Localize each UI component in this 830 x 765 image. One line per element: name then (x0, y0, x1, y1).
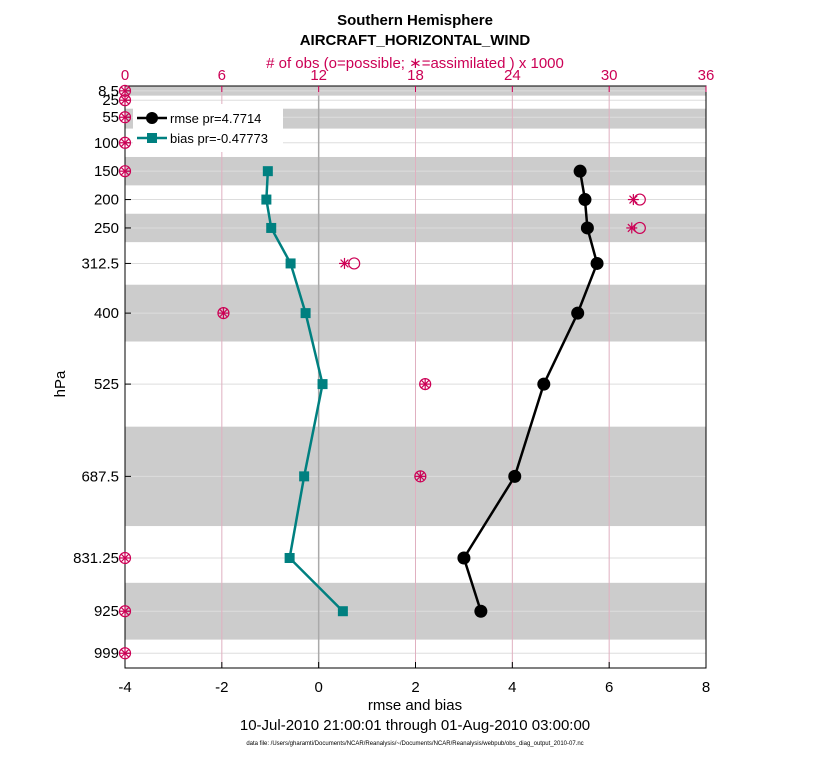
asterisk-stroke (120, 166, 130, 176)
top-x-tick-label: 36 (698, 67, 715, 84)
asterisk-stroke (120, 112, 130, 122)
obs-assimilated-marker (414, 470, 426, 482)
rmse-point (571, 306, 585, 320)
y-tick-label: 831.25 (73, 550, 119, 567)
top-x-tick-label: 18 (407, 67, 424, 84)
y-tick-label: 687.5 (81, 468, 119, 485)
bias-point (285, 258, 296, 269)
asterisk-stroke (629, 195, 638, 204)
y-tick-label: 999 (94, 645, 119, 662)
top-x-tick-label: 0 (121, 67, 129, 84)
obs-assimilated-marker (419, 378, 431, 390)
asterisk-stroke (416, 472, 425, 481)
bias-point (300, 308, 311, 319)
obs-assimilated-marker (119, 647, 131, 659)
bias-point (317, 379, 328, 390)
y-tick-label: 925 (94, 603, 119, 620)
obs-assimilated-marker (627, 194, 639, 206)
legend-rmse-label: rmse pr=4.7714 (170, 111, 261, 126)
bias-point (262, 166, 273, 177)
top-x-tick-label: 12 (310, 67, 327, 84)
asterisk-stroke (420, 379, 430, 389)
rmse-point (573, 164, 587, 178)
obs-assimilated-marker (217, 307, 229, 319)
obs-assimilated-marker (626, 222, 638, 234)
x-tick-label: 4 (508, 679, 516, 696)
y-axis-label: hPa (52, 370, 69, 397)
y-tick-label: 8.5 (98, 83, 119, 100)
rmse-point (537, 377, 551, 391)
legend: rmse pr=4.7714 bias pr=-0.47773 (133, 104, 283, 152)
legend-box (133, 104, 283, 152)
x-tick-label: -4 (118, 679, 131, 696)
asterisk-stroke (120, 553, 130, 563)
rmse-point (580, 221, 594, 235)
obs-assimilated-marker (338, 257, 350, 269)
rmse-point (578, 193, 592, 207)
asterisk-stroke (120, 86, 130, 96)
obs-assimilated-marker (119, 111, 131, 123)
top-x-tick-label: 24 (504, 67, 521, 84)
x-axis-label: rmse and bias (368, 697, 462, 714)
bias-point (337, 606, 348, 617)
series-layer (261, 164, 604, 618)
asterisk-stroke (120, 606, 130, 616)
x-tick-label: 8 (702, 679, 710, 696)
rmse-point (590, 256, 604, 270)
x-tick-label: 2 (411, 679, 419, 696)
obs-assimilated-marker (119, 137, 131, 149)
x-tick-label: 6 (605, 679, 613, 696)
obs-assimilated-marker (119, 165, 131, 177)
asterisk-stroke (340, 259, 349, 268)
y-tick-label: 400 (94, 305, 119, 322)
top-x-tick-label: 6 (218, 67, 226, 84)
x-tick-label: -2 (215, 679, 228, 696)
bias-point (299, 471, 310, 482)
obs-assimilated-marker (119, 605, 131, 617)
chart-title: Southern Hemisphere (337, 12, 493, 29)
legend-bias-marker (147, 133, 157, 143)
bias-point (266, 222, 277, 233)
y-tick-label: 55 (102, 109, 119, 126)
y-tick-label: 100 (94, 135, 119, 152)
asterisk-stroke (120, 95, 130, 105)
chart-subtitle: AIRCRAFT_HORIZONTAL_WIND (300, 32, 531, 49)
asterisk-stroke (120, 138, 130, 148)
asterisk-stroke (219, 308, 228, 318)
footnote: data file: /Users/gharamti/Documents/NCA… (246, 741, 583, 747)
axis-ticks: -4 -2 0 2 4 6 80 6 12 18 24 30 368.52555100150200250… (73, 67, 714, 696)
obs-markers (118, 84, 646, 660)
y-tick-label: 25 (102, 92, 119, 109)
bias-point (284, 552, 295, 563)
y-tick-label: 312.5 (81, 255, 119, 272)
y-tick-label: 200 (94, 192, 119, 209)
legend-bias-label: bias pr=-0.47773 (170, 131, 268, 146)
top-x-tick-label: 30 (601, 67, 618, 84)
y-tick-label: 525 (94, 376, 119, 393)
top-axis-label: # of obs (o=possible; ∗=assimilated ) x … (266, 55, 564, 72)
obs-assimilated-marker (119, 94, 131, 106)
y-tick-label: 250 (94, 220, 119, 237)
obs-assimilated-marker (119, 552, 131, 564)
legend-rmse-marker (146, 112, 158, 124)
bias-point (261, 194, 272, 205)
date-range: 10-Jul-2010 21:00:01 through 01-Aug-2010… (240, 717, 590, 734)
rmse-point (508, 469, 522, 483)
rmse-point (457, 551, 471, 565)
x-tick-label: 0 (314, 679, 322, 696)
rmse-point (474, 604, 488, 618)
y-tick-label: 150 (94, 163, 119, 180)
asterisk-stroke (627, 223, 637, 233)
asterisk-stroke (120, 648, 130, 658)
